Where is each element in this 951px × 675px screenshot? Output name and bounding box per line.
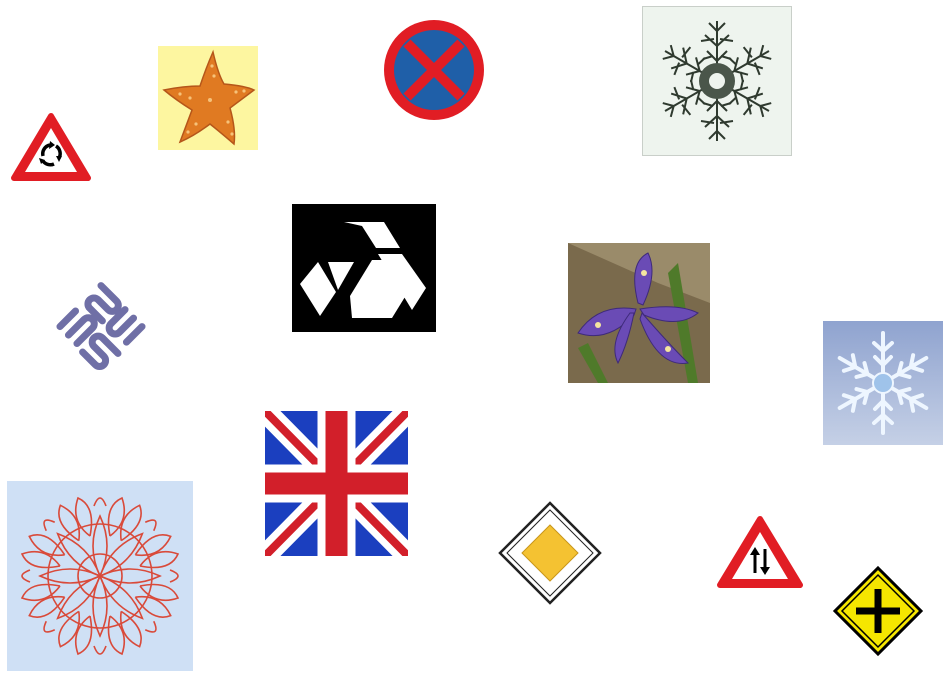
snowflake-icon <box>823 321 943 445</box>
roundabout-warning-icon <box>10 112 92 184</box>
priority-road-icon <box>497 500 603 606</box>
union-jack-flag-icon <box>265 411 408 556</box>
starfish-icon <box>158 46 258 150</box>
no-stopping-icon <box>380 17 488 123</box>
sun-logo-icon <box>44 272 158 384</box>
interlocked-hexagon-logo-icon <box>292 204 436 332</box>
fractal-flake-icon <box>642 6 792 156</box>
iris-flower-icon <box>568 243 710 383</box>
knot-pattern-icon <box>7 481 193 671</box>
two-way-traffic-icon <box>716 515 804 591</box>
crossroads-warning-icon <box>832 565 924 657</box>
